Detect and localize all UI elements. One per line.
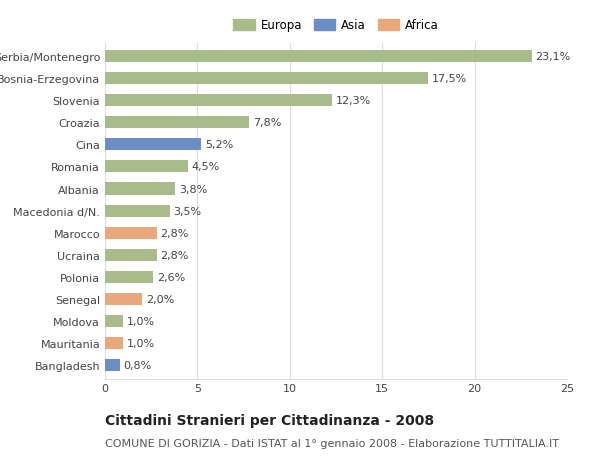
Text: 7,8%: 7,8% — [253, 118, 281, 128]
Text: 3,5%: 3,5% — [173, 206, 202, 216]
Bar — [105, 227, 157, 239]
Text: 3,8%: 3,8% — [179, 184, 207, 194]
Bar — [105, 271, 153, 283]
Text: 23,1%: 23,1% — [536, 52, 571, 62]
Bar — [105, 161, 188, 173]
Bar — [105, 249, 157, 261]
Text: Cittadini Stranieri per Cittadinanza - 2008: Cittadini Stranieri per Cittadinanza - 2… — [105, 413, 434, 427]
Bar — [105, 337, 124, 349]
Text: 2,8%: 2,8% — [160, 228, 189, 238]
Text: 17,5%: 17,5% — [432, 74, 467, 84]
Bar — [105, 315, 124, 327]
Bar — [105, 51, 532, 63]
Text: 5,2%: 5,2% — [205, 140, 233, 150]
Text: 1,0%: 1,0% — [127, 338, 155, 348]
Text: 0,8%: 0,8% — [124, 360, 152, 370]
Text: 2,0%: 2,0% — [146, 294, 174, 304]
Text: 2,8%: 2,8% — [160, 250, 189, 260]
Bar — [105, 205, 170, 217]
Bar — [105, 95, 332, 107]
Bar — [105, 359, 120, 371]
Bar — [105, 139, 201, 151]
Text: 12,3%: 12,3% — [336, 96, 371, 106]
Text: 1,0%: 1,0% — [127, 316, 155, 326]
Bar — [105, 117, 249, 129]
Text: 2,6%: 2,6% — [157, 272, 185, 282]
Bar — [105, 73, 428, 85]
Legend: Europa, Asia, Africa: Europa, Asia, Africa — [233, 19, 439, 32]
Text: COMUNE DI GORIZIA - Dati ISTAT al 1° gennaio 2008 - Elaborazione TUTTITALIA.IT: COMUNE DI GORIZIA - Dati ISTAT al 1° gen… — [105, 438, 559, 448]
Bar — [105, 183, 175, 195]
Bar — [105, 293, 142, 305]
Text: 4,5%: 4,5% — [192, 162, 220, 172]
